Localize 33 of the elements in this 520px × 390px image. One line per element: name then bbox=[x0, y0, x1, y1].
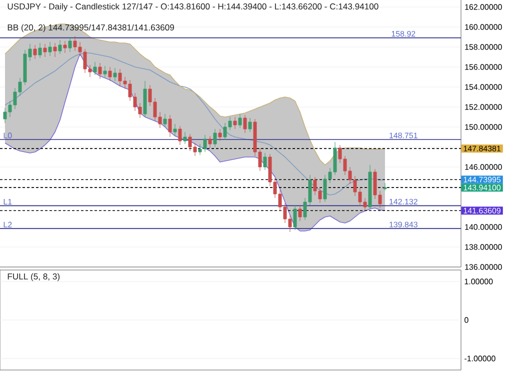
candlestick bbox=[53, 42, 57, 58]
candlestick bbox=[368, 164, 372, 210]
candlestick bbox=[213, 128, 217, 148]
candlestick bbox=[293, 204, 297, 230]
candlestick bbox=[113, 68, 117, 82]
candlestick bbox=[68, 36, 72, 52]
candlestick bbox=[243, 114, 247, 134]
candlestick bbox=[63, 40, 67, 54]
candlestick bbox=[38, 42, 42, 58]
candlestick bbox=[43, 44, 47, 58]
candlestick bbox=[143, 80, 147, 118]
candlestick bbox=[298, 204, 302, 222]
candlestick bbox=[108, 66, 112, 82]
candlestick bbox=[248, 118, 252, 132]
candlestick bbox=[93, 62, 97, 76]
candlestick bbox=[183, 132, 187, 144]
candlestick bbox=[103, 66, 107, 78]
candlestick bbox=[218, 128, 222, 142]
candlestick bbox=[168, 114, 172, 138]
candlestick bbox=[48, 42, 52, 56]
candlestick bbox=[98, 62, 102, 80]
candlestick bbox=[178, 126, 182, 146]
candlestick bbox=[163, 114, 167, 128]
candlestick bbox=[238, 114, 242, 128]
candlestick bbox=[263, 152, 267, 170]
candlestick bbox=[33, 44, 37, 60]
text: FULL (5, 8, 3) bbox=[8, 273, 60, 282]
candlestick bbox=[233, 116, 237, 130]
candlestick bbox=[58, 40, 62, 54]
candlestick bbox=[208, 136, 212, 148]
chart-title: USDJPY - Daily - Candlestick 127/147 - O:143.81600 - H:144.39400 - L:143.66200 - C:143.94100 bbox=[8, 3, 378, 12]
candlestick bbox=[173, 124, 177, 136]
candlestick bbox=[383, 182, 387, 191]
